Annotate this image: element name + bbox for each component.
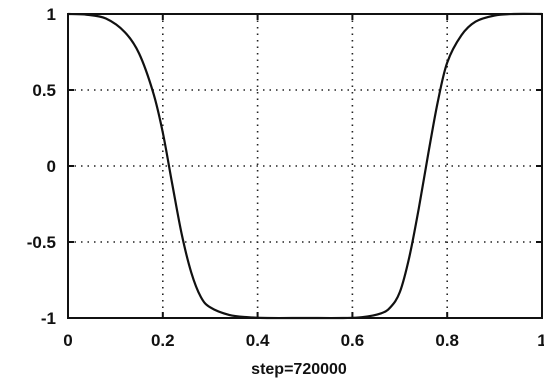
y-tick-label: 0 xyxy=(47,157,56,176)
y-tick-label: 1 xyxy=(47,5,56,24)
y-tick-label: -0.5 xyxy=(27,233,56,252)
x-tick-label: 0.6 xyxy=(341,331,365,350)
plot-frame xyxy=(67,13,543,319)
label-layer: 0 0.2 0.4 0.6 0.8 1 1 0.5 0 -0.5 -1 xyxy=(27,5,544,350)
x-tick-label: 1 xyxy=(537,331,544,350)
x-tick-label: 0 xyxy=(63,331,72,350)
x-tick-label: 0.4 xyxy=(246,331,270,350)
grid-layer xyxy=(68,14,542,318)
y-tick-label: -1 xyxy=(41,309,56,328)
series-line xyxy=(67,12,543,320)
x-tick-label: 0.2 xyxy=(151,331,175,350)
tick-layer xyxy=(67,13,543,319)
x-axis-label: step=720000 xyxy=(251,361,347,378)
curve-layer xyxy=(67,12,543,320)
y-tick-label: 0.5 xyxy=(32,81,56,100)
x-tick-label: 0.8 xyxy=(435,331,459,350)
